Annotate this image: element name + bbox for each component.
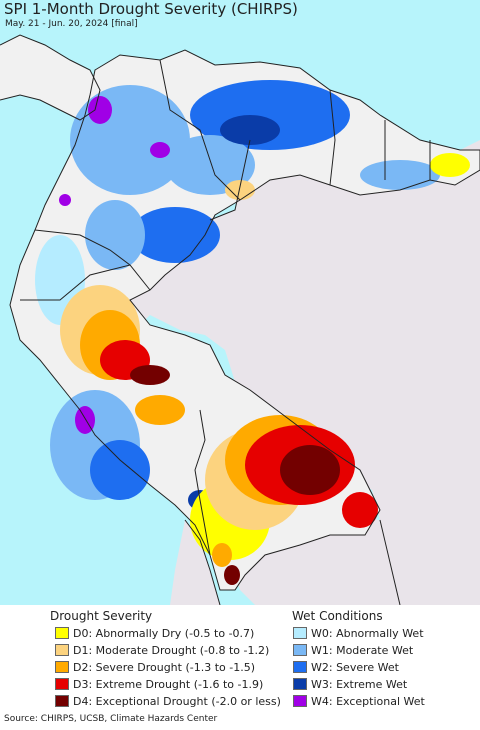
wet-w4-patch — [59, 194, 71, 206]
legend-item-w2: W2: Severe Wet — [293, 660, 399, 674]
legend-label-d1: D1: Moderate Drought (-0.8 to -1.2) — [73, 643, 270, 657]
legend-label-w3: W3: Extreme Wet — [311, 677, 408, 691]
legend-item-d2: D2: Severe Drought (-1.3 to -1.5) — [55, 660, 255, 674]
brazil-outline — [209, 139, 401, 605]
drought-d2-patch — [212, 543, 232, 567]
legend-item-d4: D4: Exceptional Drought (-2.0 or less) — [55, 694, 281, 708]
drought-map: SPI 1-Month Drought Severity (CHIRPS) Ma… — [0, 0, 480, 605]
map-canvas — [0, 0, 480, 605]
swatch-d0 — [55, 627, 69, 639]
legend-item-w3: W3: Extreme Wet — [293, 677, 407, 691]
outside-land-south — [170, 520, 220, 605]
legend: Drought Severity D0: Abnormally Dry (-0.… — [0, 605, 480, 713]
legend-label-d2: D2: Severe Drought (-1.3 to -1.5) — [73, 660, 256, 674]
wet-w4-patch — [88, 96, 112, 124]
wet-w1-patch — [165, 135, 255, 195]
map-title: SPI 1-Month Drought Severity (CHIRPS) — [4, 0, 298, 18]
outside-land — [122, 140, 480, 605]
drought-d3-patch — [342, 492, 378, 528]
legend-item-w4: W4: Exceptional Wet — [293, 694, 425, 708]
swatch-d2 — [55, 661, 69, 673]
wet-w2-patch — [90, 440, 150, 500]
peru-bolivia-border — [194, 409, 211, 556]
drought-d4-patch — [224, 565, 240, 585]
legend-label-w2: W2: Severe Wet — [311, 660, 399, 674]
legend-item-w1: W1: Moderate Wet — [293, 643, 413, 657]
chile-outline — [184, 519, 221, 605]
drought-legend-heading: Drought Severity — [50, 609, 153, 623]
legend-item-w0: W0: Abnormally Wet — [293, 626, 424, 640]
swatch-w2 — [293, 661, 307, 673]
colombia-venezuela-border — [159, 59, 241, 201]
swatch-w3 — [293, 678, 307, 690]
source-credit: Source: CHIRPS, UCSB, Climate Hazards Ce… — [4, 714, 218, 724]
central-america-outline — [0, 34, 101, 121]
wet-w1-patch — [85, 200, 145, 270]
drought-d0-patch — [430, 153, 470, 177]
wet-w1-patch — [360, 160, 440, 190]
legend-item-d1: D1: Moderate Drought (-0.8 to -1.2) — [55, 643, 269, 657]
legend-label-w0: W0: Abnormally Wet — [311, 626, 424, 640]
boundaries — [0, 34, 480, 605]
legend-item-d3: D3: Extreme Drought (-1.6 to -1.9) — [55, 677, 263, 691]
wet-w2-patch — [130, 207, 220, 263]
swatch-d1 — [55, 644, 69, 656]
ecuador-peru-border — [20, 264, 151, 301]
swatch-w0 — [293, 627, 307, 639]
colombia-ecuador-border — [34, 229, 131, 266]
legend-label-d3: D3: Extreme Drought (-1.6 to -1.9) — [73, 677, 264, 691]
region-outline — [9, 49, 480, 591]
wet-w3-patch — [220, 115, 280, 145]
legend-label-d4: D4: Exceptional Drought (-2.0 or less) — [73, 694, 281, 708]
central-america-land — [0, 35, 100, 120]
map-subtitle: May. 21 - Jun. 20, 2024 [final] — [5, 19, 138, 29]
drought-d2-patch — [135, 395, 185, 425]
venezuela-guyana-border — [329, 89, 336, 186]
legend-label-w4: W4: Exceptional Wet — [311, 694, 425, 708]
legend-item-d0: D0: Abnormally Dry (-0.5 to -0.7) — [55, 626, 254, 640]
drought-d4-patch — [280, 445, 340, 495]
drought-patches — [60, 153, 470, 585]
drought-d4-patch — [130, 365, 170, 385]
swatch-w4 — [293, 695, 307, 707]
wet-w4-patch — [150, 142, 170, 158]
swatch-w1 — [293, 644, 307, 656]
swatch-d4 — [55, 695, 69, 707]
swatch-d3 — [55, 678, 69, 690]
legend-label-d0: D0: Abnormally Dry (-0.5 to -0.7) — [73, 626, 255, 640]
legend-label-w1: W1: Moderate Wet — [311, 643, 414, 657]
wet-legend-heading: Wet Conditions — [292, 609, 383, 623]
